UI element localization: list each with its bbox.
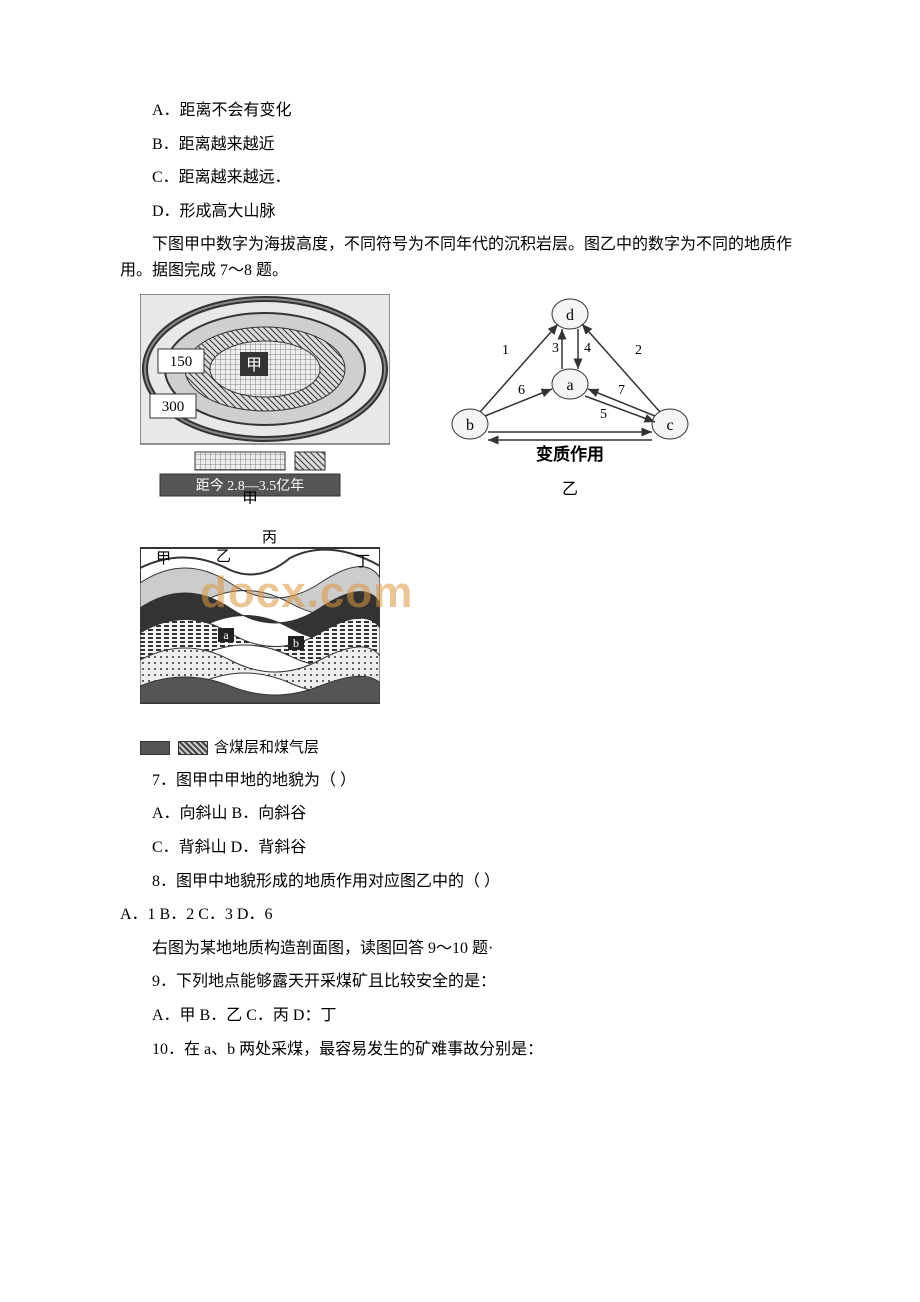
edge-4: 4 — [584, 341, 591, 356]
edge-5: 5 — [600, 407, 607, 422]
inner-a: a — [223, 628, 229, 642]
node-a: a — [566, 377, 573, 394]
surf-yi: 乙 — [216, 549, 231, 565]
figure-yi-caption: 乙 — [562, 481, 578, 498]
surf-ding: 丁 — [355, 554, 370, 570]
stem-q7-8: 下图甲中数字为海拔高度，不同符号为不同年代的沉积岩层。图乙中的数字为不同的地质作… — [120, 232, 800, 283]
elev-300: 300 — [162, 399, 185, 415]
edge-1: 1 — [502, 343, 509, 358]
edge-6: 6 — [518, 383, 525, 398]
surf-bing: 丙 — [262, 530, 277, 546]
page: A．距离不会有变化 B．距离越来越近 C．距离越来越远． D．形成高大山脉 下图… — [0, 0, 920, 1130]
option-b: B．距离越来越近 — [120, 132, 800, 158]
edge-7: 7 — [618, 383, 625, 398]
metamorphic-label: 变质作用 — [536, 444, 604, 464]
option-d: D．形成高大山脉 — [120, 199, 800, 225]
q10-stem: 10．在 a、b 两处采煤，最容易发生的矿难事故分别是： — [120, 1037, 800, 1063]
figure-bing: 甲 乙 丙 丁 a b 含煤层和煤气层 — [140, 528, 380, 760]
node-d: d — [566, 307, 574, 324]
node-b: b — [466, 417, 474, 434]
figure-yi: d a b c 3 4 1 2 — [440, 294, 700, 513]
q8-opts: A．1 B．2 C．3 D．6 — [120, 902, 800, 928]
elev-150: 150 — [170, 354, 193, 370]
stem-q9-10: 右图为某地地质构造剖面图，读图回答 9～10 题· — [120, 936, 800, 962]
q7-opts-1: A．向斜山 B．向斜谷 — [120, 801, 800, 827]
q8-stem: 8．图甲中地貌形成的地质作用对应图乙中的（ ） — [120, 869, 800, 895]
q7-opts-2: C．背斜山 D．背斜谷 — [120, 835, 800, 861]
legend-text: 含煤层和煤气层 — [214, 740, 319, 756]
figure-group: 150 300 甲 距今 2.8—3.5亿年 甲 — [140, 294, 800, 760]
q9-stem: 9．下列地点能够露天开采煤矿且比较安全的是： — [120, 969, 800, 995]
q7-stem: 7．图甲中甲地的地貌为（ ） — [120, 768, 800, 794]
jia-marker: 甲 — [246, 357, 262, 374]
option-c: C．距离越来越远． — [120, 165, 800, 191]
q9-opts: A．甲 B．乙 C．丙 D：丁 — [120, 1003, 800, 1029]
figure-jia-caption: 甲 — [242, 491, 258, 504]
inner-b: b — [293, 636, 299, 650]
node-c: c — [666, 417, 673, 434]
figure-jia: 150 300 甲 距今 2.8—3.5亿年 甲 — [140, 294, 390, 513]
surf-jia: 甲 — [156, 551, 171, 567]
edge-3: 3 — [552, 341, 559, 356]
edge-2: 2 — [635, 343, 642, 358]
figure-bing-legend: 含煤层和煤气层 — [140, 736, 380, 760]
option-a: A．距离不会有变化 — [120, 98, 800, 124]
